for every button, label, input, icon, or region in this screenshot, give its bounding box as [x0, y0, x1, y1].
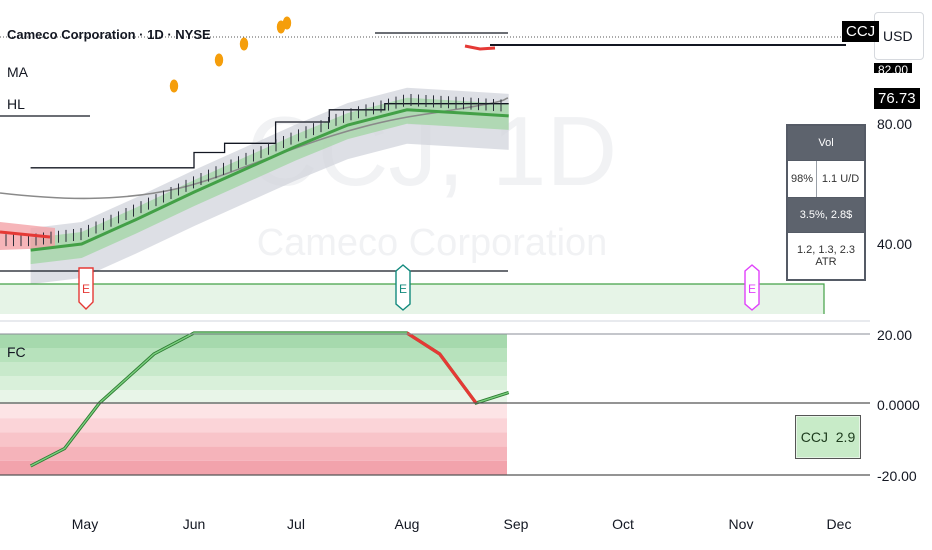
fc-bull-band: [0, 376, 507, 390]
fc-axis-label: -20.00: [877, 468, 917, 484]
earnings-badge: [78, 267, 94, 310]
fc-axis-label: 20.00: [877, 327, 912, 343]
fc-bear-band: [0, 446, 507, 461]
symbol-price-tag: CCJ: [842, 21, 880, 42]
indicator-hl-label[interactable]: HL: [7, 96, 25, 112]
green-zone: [0, 284, 824, 314]
fc-bull-band: [0, 348, 507, 362]
symbol-title[interactable]: Cameco Corporation · 1D · NYSE: [7, 27, 211, 42]
vol-header: Vol: [788, 126, 864, 160]
green-band: [30, 97, 509, 265]
time-axis-label: Nov: [729, 516, 754, 532]
fc-bear-band: [0, 418, 507, 433]
earnings-marker: E: [78, 267, 94, 310]
earnings-badge: [395, 264, 411, 311]
ma-line-bear-end: [464, 44, 496, 51]
vol-ud: 1.1 U/D: [821, 173, 860, 185]
hl-line: [30, 103, 509, 169]
earnings-letter: E: [748, 282, 756, 296]
vol-percent: 98%: [788, 161, 817, 197]
earnings-marker: E: [744, 264, 760, 311]
price-axis-label: 80.00: [877, 116, 912, 132]
axes: 80.00 40.00 20.00 0.0000 -20.00 May Jun Jul Aug S…: [0, 116, 920, 532]
signal-dot: [169, 79, 179, 93]
time-axis-label: Sep: [504, 516, 529, 532]
indicator-ma-label[interactable]: MA: [7, 64, 28, 80]
fc-bull-band: [0, 362, 507, 376]
currency-selector[interactable]: USD: [874, 12, 924, 60]
fc-line-bear: [406, 331, 478, 404]
time-axis-label: Dec: [827, 516, 852, 532]
time-axis-label: Oct: [612, 516, 634, 532]
gray-cloud: [30, 87, 509, 285]
price-axis-label: 40.00: [877, 236, 912, 252]
green-zone-border: [0, 283, 825, 314]
vol-atr: 1.2, 1.3, 2.3 ATR: [788, 232, 864, 279]
fc-box-value: 2.9: [835, 429, 856, 445]
vol-range: 3.5%, 2.8$: [788, 197, 864, 232]
earnings-badge: [744, 264, 760, 311]
partial-price-tag: 82.00: [874, 63, 913, 73]
ma-line: [30, 108, 509, 252]
signal-dot: [239, 37, 249, 51]
fc-bear-band: [0, 404, 507, 419]
earnings-letter: E: [82, 282, 90, 296]
fc-pane: [29, 331, 510, 468]
volatility-table: Vol 98% 1.1 U/D 3.5%, 2.8$ 1.2, 1.3, 2.3…: [786, 124, 866, 281]
fc-bear-band: [0, 460, 507, 475]
fc-value-box: CCJ 2.9: [795, 415, 861, 459]
fc-box-symbol: CCJ: [800, 429, 828, 445]
time-axis-label: May: [72, 516, 98, 532]
ma-line-bear-start: [0, 230, 51, 239]
vol-row: 98% 1.1 U/D: [788, 160, 864, 197]
fc-bear-band: [0, 432, 507, 447]
earnings-marker: E: [395, 264, 411, 311]
fc-bull-band: [0, 334, 507, 348]
fc-indicator-label[interactable]: FC: [7, 344, 26, 360]
watermark-name: Cameco Corporation: [257, 222, 608, 264]
earnings-letter: E: [399, 282, 407, 296]
fc-axis-label: 0.0000: [877, 397, 920, 413]
fc-zone-bands: [0, 334, 507, 475]
last-price-tag: 76.73: [874, 88, 920, 109]
time-axis-label: Jun: [183, 516, 206, 532]
signal-dot: [282, 16, 292, 30]
time-axis-label: Jul: [287, 516, 305, 532]
signal-dot: [214, 53, 224, 67]
time-axis-label: Aug: [395, 516, 420, 532]
fc-bull-band: [0, 390, 507, 404]
currency-label: USD: [883, 28, 913, 44]
